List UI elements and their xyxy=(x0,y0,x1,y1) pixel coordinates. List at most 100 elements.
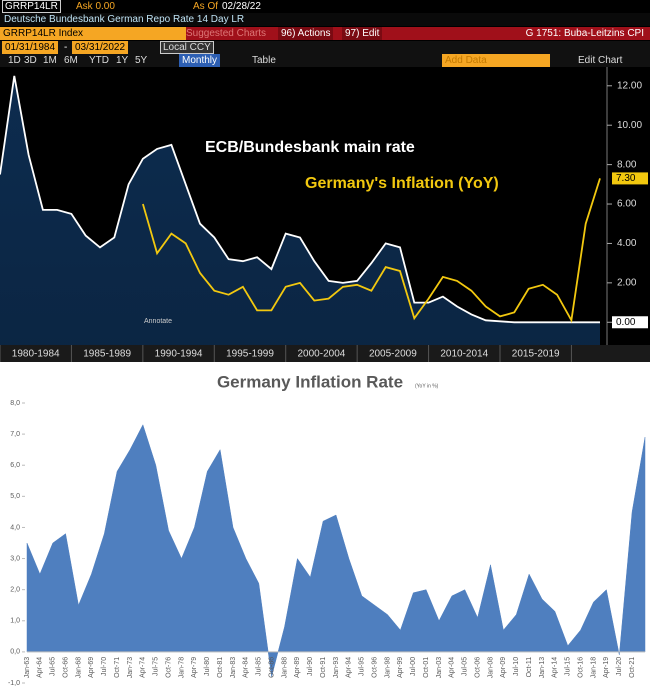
desc-row: Deutsche Bundesbank German Repo Rate 14 … xyxy=(0,13,650,26)
x-tick-label: Apr-14 xyxy=(552,657,559,678)
y-tick-label: 7,0 xyxy=(10,431,20,438)
y-tick-label: 3,0 xyxy=(10,555,20,562)
suggested[interactable]: Suggested Charts xyxy=(186,28,267,39)
end-label: 7.30 xyxy=(616,173,636,184)
range-button[interactable]: 3D xyxy=(24,55,37,66)
x-tick-label: 1985-1989 xyxy=(83,349,131,360)
menu-row: GRRP14LR Index Suggested Charts 96) Acti… xyxy=(0,27,650,40)
y-tick-label: 8.00 xyxy=(617,159,637,170)
x-tick-label: 1990-1994 xyxy=(155,349,203,360)
frequency[interactable]: Monthly xyxy=(179,54,221,67)
x-tick-label: 2005-2009 xyxy=(369,349,417,360)
x-tick-label: Jan-93 xyxy=(333,657,340,679)
start-date[interactable]: 01/31/1984 xyxy=(2,41,59,54)
range-button[interactable]: 1M xyxy=(43,55,57,66)
chart-subtitle: (YoY in %) xyxy=(415,383,439,389)
add-data[interactable]: Add Data xyxy=(442,54,550,67)
chart-title: Germany Inflation Rate xyxy=(217,372,403,391)
rate-chart: 0.002.004.006.008.0010.0012.000.007.3019… xyxy=(0,67,650,362)
x-tick-label: Apr-79 xyxy=(191,657,198,678)
x-tick-label: Apr-69 xyxy=(88,657,95,678)
currency[interactable]: Local CCY xyxy=(160,41,214,54)
x-tick-label: Jan-63 xyxy=(24,657,31,679)
x-tick-label: Jan-98 xyxy=(384,657,391,679)
area xyxy=(0,75,600,346)
y-tick-label: 4.00 xyxy=(617,238,637,249)
edit-chart[interactable]: Edit Chart xyxy=(578,55,623,66)
y-tick-label: 2.00 xyxy=(617,277,637,288)
end-tag xyxy=(612,172,648,185)
x-tick-label: 1980-1984 xyxy=(12,349,60,360)
x-tick-label: 2000-2004 xyxy=(298,349,346,360)
x-tick-label: Jan-18 xyxy=(590,657,597,679)
x-tick-label: Oct-11 xyxy=(526,657,533,678)
actions[interactable]: 96) Actions xyxy=(278,27,334,40)
x-tick-label: Apr-09 xyxy=(500,657,507,678)
as-of-date: 02/28/22 xyxy=(222,1,261,12)
line xyxy=(142,178,601,324)
x-tick-label: 2015-2019 xyxy=(512,349,560,360)
y-tick-label: -1,0 xyxy=(8,680,20,687)
x-tick-label: Jul-85 xyxy=(256,657,263,676)
x-tick-label: Jul-90 xyxy=(307,657,314,676)
y-tick-label: 0,0 xyxy=(10,649,20,656)
x-tick-label: Apr-74 xyxy=(140,657,147,678)
security[interactable]: GRRP14LR Index xyxy=(0,27,186,40)
x-tick-label: Apr-94 xyxy=(346,657,353,678)
end-label: 0.00 xyxy=(616,317,636,328)
x-tick-label: Oct-71 xyxy=(114,657,121,678)
inflation-annotation: Germany's Inflation (YoY) xyxy=(305,175,499,192)
end-tag xyxy=(612,316,648,329)
date-row: 01/31/1984 - 03/31/2022 Local CCY xyxy=(0,41,650,54)
x-tick-label: Apr-64 xyxy=(37,657,44,678)
x-tick-label: Jul-65 xyxy=(50,657,57,676)
x-tick-label: Jan-88 xyxy=(281,657,288,679)
title-row: GRRP14LR Ask 0.00 As Of 02/28/22 xyxy=(0,0,650,13)
y-tick-label: 8,0 xyxy=(10,400,20,407)
end-date[interactable]: 03/31/2022 xyxy=(72,41,129,54)
x-tick-label: Oct-66 xyxy=(62,657,69,678)
rate-annotation: ECB/Bundesbank main rate xyxy=(205,139,415,156)
y-tick-label: 1,0 xyxy=(10,618,20,625)
range-button[interactable]: 6M xyxy=(64,55,78,66)
x-tick-label: Jul-10 xyxy=(513,657,520,676)
x-tick-label: Oct-76 xyxy=(165,657,172,678)
x-tick-label: Oct-91 xyxy=(320,657,327,678)
x-tick-label: 1995-1999 xyxy=(226,349,274,360)
range-row: Monthly Table Add Data Edit Chart 1D 3D 1M… xyxy=(0,54,650,67)
dash: - xyxy=(64,42,68,53)
x-tick-label: Apr-84 xyxy=(243,657,250,678)
x-tick-label: Oct-96 xyxy=(371,657,378,678)
range-button[interactable]: 5Y xyxy=(135,55,148,66)
x-tick-label: Oct-21 xyxy=(629,657,636,678)
x-tick-label: Jan-78 xyxy=(178,657,185,679)
x-tick-label: 2010-2014 xyxy=(440,349,488,360)
x-tick-label: Jan-68 xyxy=(75,657,82,679)
x-tick-label: Apr-89 xyxy=(294,657,301,678)
annotate[interactable]: Annotate xyxy=(144,318,173,325)
x-tick-label: Jan-08 xyxy=(487,657,494,679)
x-tick-label: Jul-00 xyxy=(410,657,417,676)
x-tick-label: Jan-83 xyxy=(230,657,237,679)
y-tick-label: 12.00 xyxy=(617,80,642,91)
y-tick-label: 4,0 xyxy=(10,524,20,531)
x-tick-label: Oct-01 xyxy=(423,657,430,678)
x-tick-label: Jul-20 xyxy=(616,657,623,676)
x-tick-label: Jan-03 xyxy=(436,657,443,679)
x-tick-label: Oct-86 xyxy=(268,657,275,678)
table[interactable]: Table xyxy=(252,55,276,66)
x-tick-label: Oct-06 xyxy=(474,657,481,678)
x-tick-label: Jul-15 xyxy=(565,657,572,676)
range-button[interactable]: 1D xyxy=(8,55,21,66)
x-tick-label: Jul-05 xyxy=(462,657,469,676)
terminal-panel: GRRP14LR Ask 0.00 As Of 02/28/22 Deutsch… xyxy=(0,0,650,362)
range-button[interactable]: YTD xyxy=(89,55,109,66)
area xyxy=(26,424,646,677)
ticker[interactable]: GRRP14LR xyxy=(2,0,61,13)
range-button[interactable]: 1Y xyxy=(116,55,129,66)
edit[interactable]: 97) Edit xyxy=(342,27,383,40)
y-tick-label: 6.00 xyxy=(617,199,637,210)
x-tick-label: Jan-13 xyxy=(539,657,546,679)
x-tick-label: Jul-75 xyxy=(153,657,160,676)
